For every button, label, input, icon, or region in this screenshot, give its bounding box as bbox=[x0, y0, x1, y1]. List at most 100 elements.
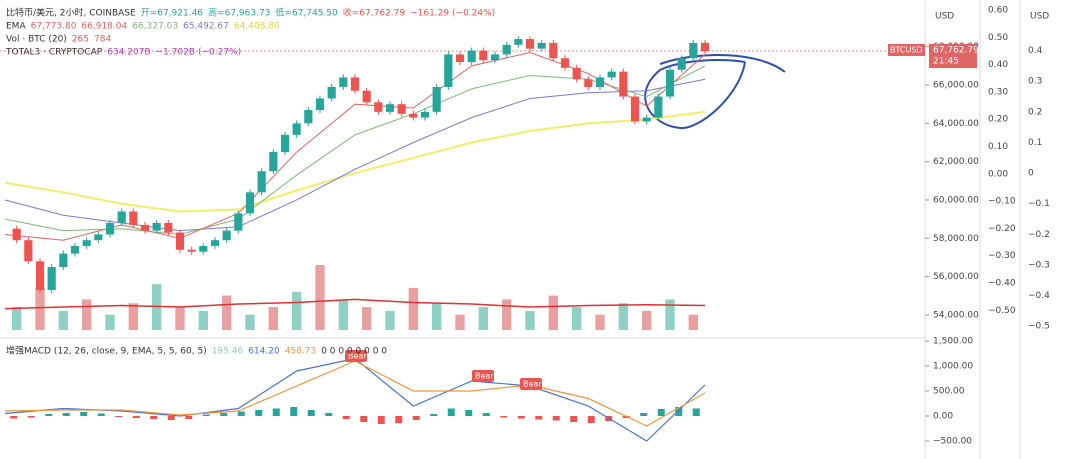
y-tick-label: −500.00 bbox=[933, 437, 972, 447]
candle-body bbox=[700, 42, 710, 52]
candle-body bbox=[257, 171, 266, 193]
legend-text: 开=67,921.46 bbox=[141, 8, 204, 19]
volume-bar bbox=[432, 303, 442, 330]
macd-histogram bbox=[412, 416, 420, 420]
candle-body bbox=[549, 42, 558, 59]
candle-body bbox=[24, 240, 33, 262]
volume-bar bbox=[12, 307, 22, 330]
candle-body bbox=[280, 134, 290, 153]
macd-histogram bbox=[587, 416, 595, 423]
candle-body bbox=[129, 211, 138, 225]
candle-body bbox=[327, 86, 336, 99]
y3-tick-label: −0.5 bbox=[1028, 322, 1050, 332]
candle-body bbox=[595, 77, 605, 87]
macd-histogram bbox=[692, 408, 700, 416]
axis-unit: USD bbox=[1030, 12, 1049, 22]
macd-histogram bbox=[675, 407, 683, 416]
macd-histogram bbox=[395, 416, 403, 423]
macd-histogram bbox=[97, 413, 105, 416]
y-tick-label: 66,000.00 bbox=[933, 81, 979, 91]
y-tick-label: 500.00 bbox=[933, 387, 965, 397]
y-tick-label: 64,000.00 bbox=[933, 119, 979, 129]
y2-tick-label: 0.10 bbox=[988, 142, 1008, 152]
candle-body bbox=[35, 261, 45, 290]
macd-histogram bbox=[220, 413, 228, 416]
macd-legend-text: 195.46 bbox=[212, 347, 244, 357]
macd-histogram bbox=[535, 416, 543, 420]
y3-tick-label: 0.2 bbox=[1028, 107, 1042, 117]
signal-badge-text: Bear bbox=[348, 352, 367, 361]
volume-bar bbox=[502, 299, 512, 330]
candle-body bbox=[467, 50, 476, 63]
candle-body bbox=[222, 230, 231, 241]
candle-body bbox=[362, 90, 371, 103]
macd-histogram bbox=[342, 416, 350, 419]
volume-bar bbox=[268, 307, 278, 330]
macd-histogram bbox=[447, 408, 455, 416]
y-tick-label: 1,500.00 bbox=[933, 337, 973, 347]
y-tick-label: 1,000.00 bbox=[933, 362, 973, 372]
y2-tick-label: −0.40 bbox=[988, 278, 1016, 288]
y3-tick-label: 0.4 bbox=[1028, 46, 1043, 56]
macd-histogram bbox=[482, 413, 490, 416]
candle-body bbox=[187, 249, 196, 252]
volume-bar bbox=[362, 307, 372, 330]
candle-body bbox=[152, 222, 161, 231]
legend-text: 比特币/美元, 2小时, COINBASE bbox=[6, 7, 136, 19]
legend-text: 高=67,963.73 bbox=[208, 7, 270, 19]
legend-text: EMA bbox=[6, 22, 26, 32]
macd-histogram bbox=[237, 411, 245, 416]
legend-text: −161.29 (−0.24%) bbox=[410, 9, 495, 19]
y3-tick-label: 0.1 bbox=[1028, 138, 1042, 148]
macd-histogram bbox=[325, 413, 333, 416]
legend-text: 66,918.04 bbox=[81, 22, 127, 32]
macd-histogram bbox=[465, 410, 473, 416]
candle-body bbox=[584, 79, 593, 87]
candle-body bbox=[420, 111, 430, 118]
macd-histogram bbox=[27, 416, 35, 418]
volume-bar bbox=[338, 299, 348, 330]
y-tick-label: 54,000.00 bbox=[933, 310, 979, 320]
candle-body bbox=[397, 104, 406, 114]
ema-line bbox=[4, 110, 706, 213]
candle-body bbox=[339, 77, 348, 87]
macd-histogram bbox=[657, 409, 665, 416]
candle-body bbox=[234, 213, 243, 231]
y2-tick-label: 0.00 bbox=[988, 169, 1008, 179]
candle-body bbox=[409, 113, 418, 118]
candle-body bbox=[537, 42, 546, 49]
candle-body bbox=[210, 240, 220, 246]
macd-legend-text: 458.73 bbox=[285, 347, 317, 357]
macd-histogram bbox=[430, 414, 438, 416]
y2-tick-label: −0.20 bbox=[988, 224, 1016, 234]
y-tick-label: 0.00 bbox=[933, 412, 953, 422]
candle-body bbox=[677, 58, 686, 70]
y3-tick-label: −0.4 bbox=[1028, 291, 1050, 301]
macd-histogram bbox=[307, 410, 315, 416]
y2-tick-label: 0.20 bbox=[988, 115, 1008, 125]
macd-histogram bbox=[255, 410, 263, 416]
macd-histogram bbox=[640, 413, 648, 416]
candle-body bbox=[70, 245, 80, 254]
candle-body bbox=[304, 109, 313, 124]
price-tag bbox=[888, 44, 925, 56]
y3-tick-label: −0.2 bbox=[1028, 230, 1050, 240]
macd-histogram bbox=[272, 408, 280, 416]
volume-bar bbox=[572, 307, 582, 330]
candle-body bbox=[514, 39, 523, 45]
legend-text: 64,408.80 bbox=[234, 22, 280, 32]
candle-body bbox=[269, 152, 278, 172]
volume-bar bbox=[385, 310, 395, 330]
y3-tick-label: −0.1 bbox=[1028, 199, 1050, 209]
volume-bar bbox=[128, 303, 138, 330]
legend-text: 67,773.80 bbox=[31, 22, 77, 32]
candle-body bbox=[59, 253, 68, 268]
price-tag bbox=[929, 44, 977, 68]
macd-histogram bbox=[360, 416, 368, 422]
macd-histogram bbox=[10, 416, 18, 419]
macd-histogram bbox=[115, 416, 123, 417]
macd-histogram bbox=[185, 416, 193, 419]
candle-body bbox=[374, 102, 383, 112]
candle-body bbox=[619, 71, 628, 97]
candle-body bbox=[479, 50, 488, 61]
